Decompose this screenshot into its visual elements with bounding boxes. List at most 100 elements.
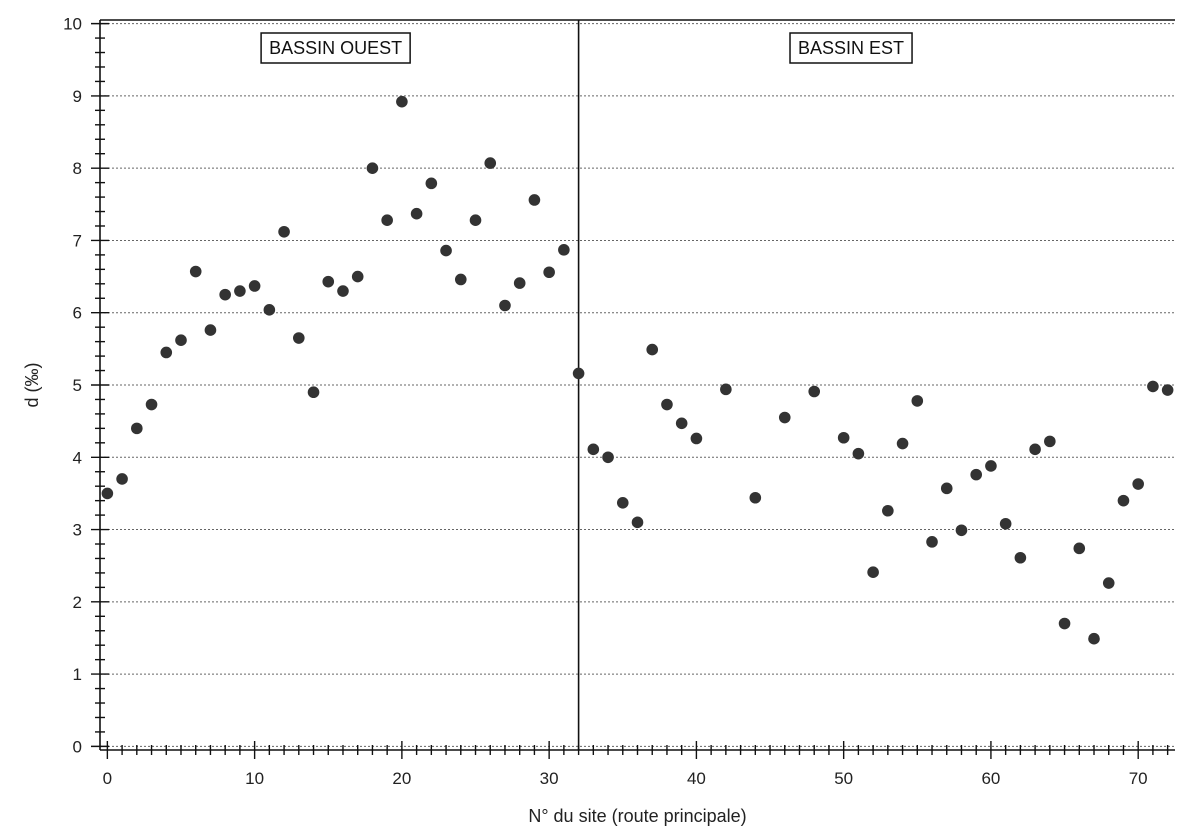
x-tick-label-20: 20: [392, 769, 411, 788]
y-tick-label-3: 3: [73, 521, 82, 540]
data-point-0-47: [867, 566, 879, 578]
data-point-0-52: [940, 482, 953, 495]
y-tick-label-0: 0: [73, 737, 82, 756]
data-point-0-37: [646, 343, 659, 356]
y-tick-label-2: 2: [73, 593, 82, 612]
data-point-0-21: [410, 207, 423, 220]
x-tick-label-70: 70: [1129, 769, 1148, 788]
data-point-0-48: [882, 504, 894, 517]
data-point-0-24: [454, 273, 467, 286]
data-point-0-7: [204, 324, 217, 336]
data-point-0-62: [1088, 632, 1100, 645]
data-point-0-15: [322, 275, 335, 288]
data-point-0-65: [1132, 478, 1144, 490]
data-point-0-8: [219, 288, 231, 301]
y-axis-title: d (‰): [22, 363, 42, 408]
data-point-0-9: [234, 285, 246, 297]
data-point-0-51: [926, 536, 938, 548]
x-tick-label-50: 50: [834, 769, 853, 788]
data-point-0-22: [425, 177, 438, 190]
data-point-0-42: [749, 491, 762, 504]
y-tick-label-4: 4: [73, 448, 82, 467]
data-point-0-57: [1014, 551, 1027, 564]
data-point-0-64: [1117, 494, 1130, 507]
y-tick-label-5: 5: [73, 376, 82, 395]
data-point-0-27: [499, 299, 511, 312]
data-point-0-63: [1102, 577, 1115, 589]
data-point-0-41: [720, 383, 732, 396]
data-point-0-16: [337, 285, 349, 297]
y-tick-label-8: 8: [73, 159, 82, 178]
region-label-box: [789, 32, 913, 64]
data-point-0-18: [366, 162, 379, 174]
x-tick-label-40: 40: [687, 769, 706, 788]
data-point-0-43: [778, 411, 791, 424]
data-point-0-29: [528, 194, 541, 206]
region-label-0: BASSIN OUEST: [260, 32, 411, 64]
data-point-0-49: [896, 437, 909, 450]
data-point-0-25: [469, 214, 482, 227]
data-point-0-20: [396, 95, 408, 108]
data-point-0-2: [131, 422, 143, 435]
y-tick-label-1: 1: [73, 665, 82, 684]
region-label-1: BASSIN EST: [789, 32, 913, 64]
data-point-0-12: [278, 225, 290, 238]
data-point-0-46: [852, 447, 865, 460]
region-label-box: [260, 32, 411, 64]
data-point-0-28: [513, 277, 526, 289]
y-tick-label-10: 10: [63, 15, 82, 34]
data-point-0-19: [381, 214, 393, 227]
data-point-0-5: [175, 334, 187, 346]
data-point-0-26: [484, 157, 497, 169]
data-point-0-50: [911, 395, 924, 407]
data-point-0-34: [602, 451, 614, 464]
data-point-0-11: [263, 304, 276, 316]
x-tick-label-10: 10: [245, 769, 264, 788]
data-point-0-66: [1147, 380, 1159, 393]
data-point-0-67: [1161, 384, 1174, 396]
data-point-0-33: [587, 443, 600, 456]
data-point-0-54: [970, 468, 982, 481]
y-tick-label-9: 9: [73, 87, 82, 106]
data-point-0-17: [351, 270, 364, 283]
data-point-0-10: [248, 280, 261, 292]
data-point-0-1: [116, 473, 128, 485]
x-tick-label-0: 0: [103, 769, 112, 788]
y-tick-label-7: 7: [73, 231, 82, 250]
region-label-text: BASSIN OUEST: [269, 38, 402, 58]
data-point-0-0: [101, 487, 114, 500]
axis-ticks: [91, 22, 1169, 759]
region-label-text: BASSIN EST: [798, 38, 904, 58]
data-point-0-61: [1073, 542, 1086, 555]
data-point-0-30: [543, 266, 555, 279]
data-point-0-13: [293, 332, 305, 344]
data-point-0-44: [808, 385, 821, 398]
data-point-0-35: [616, 497, 629, 509]
data-point-0-45: [837, 431, 850, 444]
data-point-0-58: [1029, 443, 1041, 456]
data-point-0-53: [955, 524, 968, 537]
data-point-0-60: [1058, 617, 1071, 630]
data-point-0-14: [307, 386, 320, 399]
data-point-0-56: [999, 517, 1012, 530]
data-point-0-36: [631, 516, 644, 529]
data-point-0-3: [145, 398, 158, 411]
x-axis-title: N° du site (route principale): [528, 806, 746, 826]
data-point-0-59: [1044, 435, 1056, 448]
data-point-0-4: [160, 346, 173, 359]
x-tick-label-30: 30: [540, 769, 559, 788]
data-points: [101, 95, 1174, 645]
data-point-0-39: [675, 417, 688, 430]
data-point-0-6: [189, 265, 202, 278]
x-tick-label-60: 60: [981, 769, 1000, 788]
data-point-0-32: [572, 367, 585, 380]
grid: [100, 23, 1175, 747]
data-point-0-23: [440, 244, 452, 257]
tick-labels: 0 1 2 3 4 5 6 7 8 9 10 0 10 20 30 40 50 60 70: [63, 15, 1148, 788]
y-tick-label-6: 6: [73, 304, 82, 323]
region-labels: BASSIN OUEST BASSIN EST: [260, 32, 913, 64]
data-point-0-40: [690, 432, 703, 445]
data-point-0-31: [558, 244, 570, 256]
data-point-0-55: [985, 460, 997, 472]
